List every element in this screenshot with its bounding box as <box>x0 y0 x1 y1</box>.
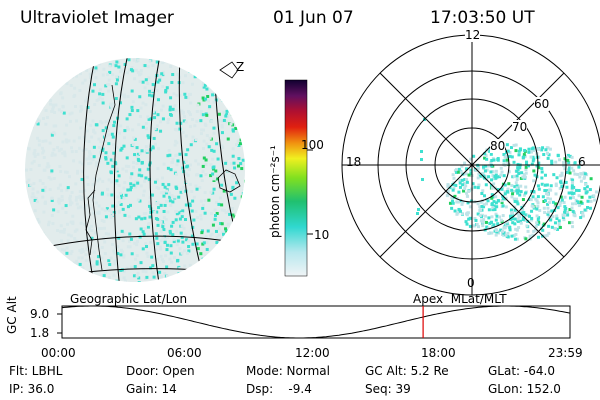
status-gc-alt: GC Alt: 5.2 Re <box>365 364 449 378</box>
status-mode: Mode: Normal <box>246 364 330 378</box>
polar-lat-60: 60 <box>534 97 550 111</box>
time-label: 17:03:50 UT <box>430 8 535 28</box>
polar-label-18: 18 <box>346 155 362 169</box>
status-dsp: Dsp: -9.4 <box>246 382 312 396</box>
orbit-y-axis-label: GC Alt <box>5 296 19 334</box>
orbit-x-tick-0000: 00:00 <box>41 346 76 360</box>
geographic-image: Z <box>25 58 245 282</box>
colorbar-unit-label: photon cm⁻²s⁻¹ <box>268 145 282 238</box>
polar-label-0: 0 <box>467 276 475 290</box>
altitude-curve <box>61 305 571 339</box>
orbit-right-title: Apex MLat/MLT <box>413 292 507 306</box>
polar-plot <box>341 34 600 296</box>
orbit-x-tick-1800: 18:00 <box>421 346 456 360</box>
colorbar-tick-10: 10 <box>314 228 330 242</box>
orbit-left-title: Geographic Lat/Lon <box>70 292 188 306</box>
date-label: 01 Jun 07 <box>273 8 354 28</box>
polar-lat-70: 70 <box>512 120 528 134</box>
geo-orientation-mark: Z <box>236 60 244 74</box>
polar-label-6: 6 <box>578 155 586 169</box>
status-filter: Flt: LBHL <box>9 364 63 378</box>
status-door: Door: Open <box>126 364 195 378</box>
instrument-title: Ultraviolet Imager <box>20 8 174 28</box>
status-ip: IP: 36.0 <box>9 382 55 396</box>
orbit-y-tick-low: 1.8 <box>30 326 50 340</box>
polar-label-12: 12 <box>465 28 481 42</box>
orbit-x-tick-1200: 12:00 <box>295 346 330 360</box>
status-glon: GLon: 152.0 <box>488 382 561 396</box>
polar-lat-80: 80 <box>490 139 506 153</box>
orbit-x-tick-0600: 06:00 <box>167 346 202 360</box>
colorbar-tick-100: 100 <box>301 138 324 152</box>
orbit-x-tick-2359: 23:59 <box>548 346 583 360</box>
coastlines <box>85 61 241 271</box>
status-seq: Seq: 39 <box>365 382 411 396</box>
status-gain: Gain: 14 <box>126 382 177 396</box>
orbit-plot <box>57 305 571 339</box>
status-glat: GLat: -64.0 <box>488 364 555 378</box>
orbit-y-tick-high: 9.0 <box>30 307 50 321</box>
colorbar <box>284 79 313 277</box>
